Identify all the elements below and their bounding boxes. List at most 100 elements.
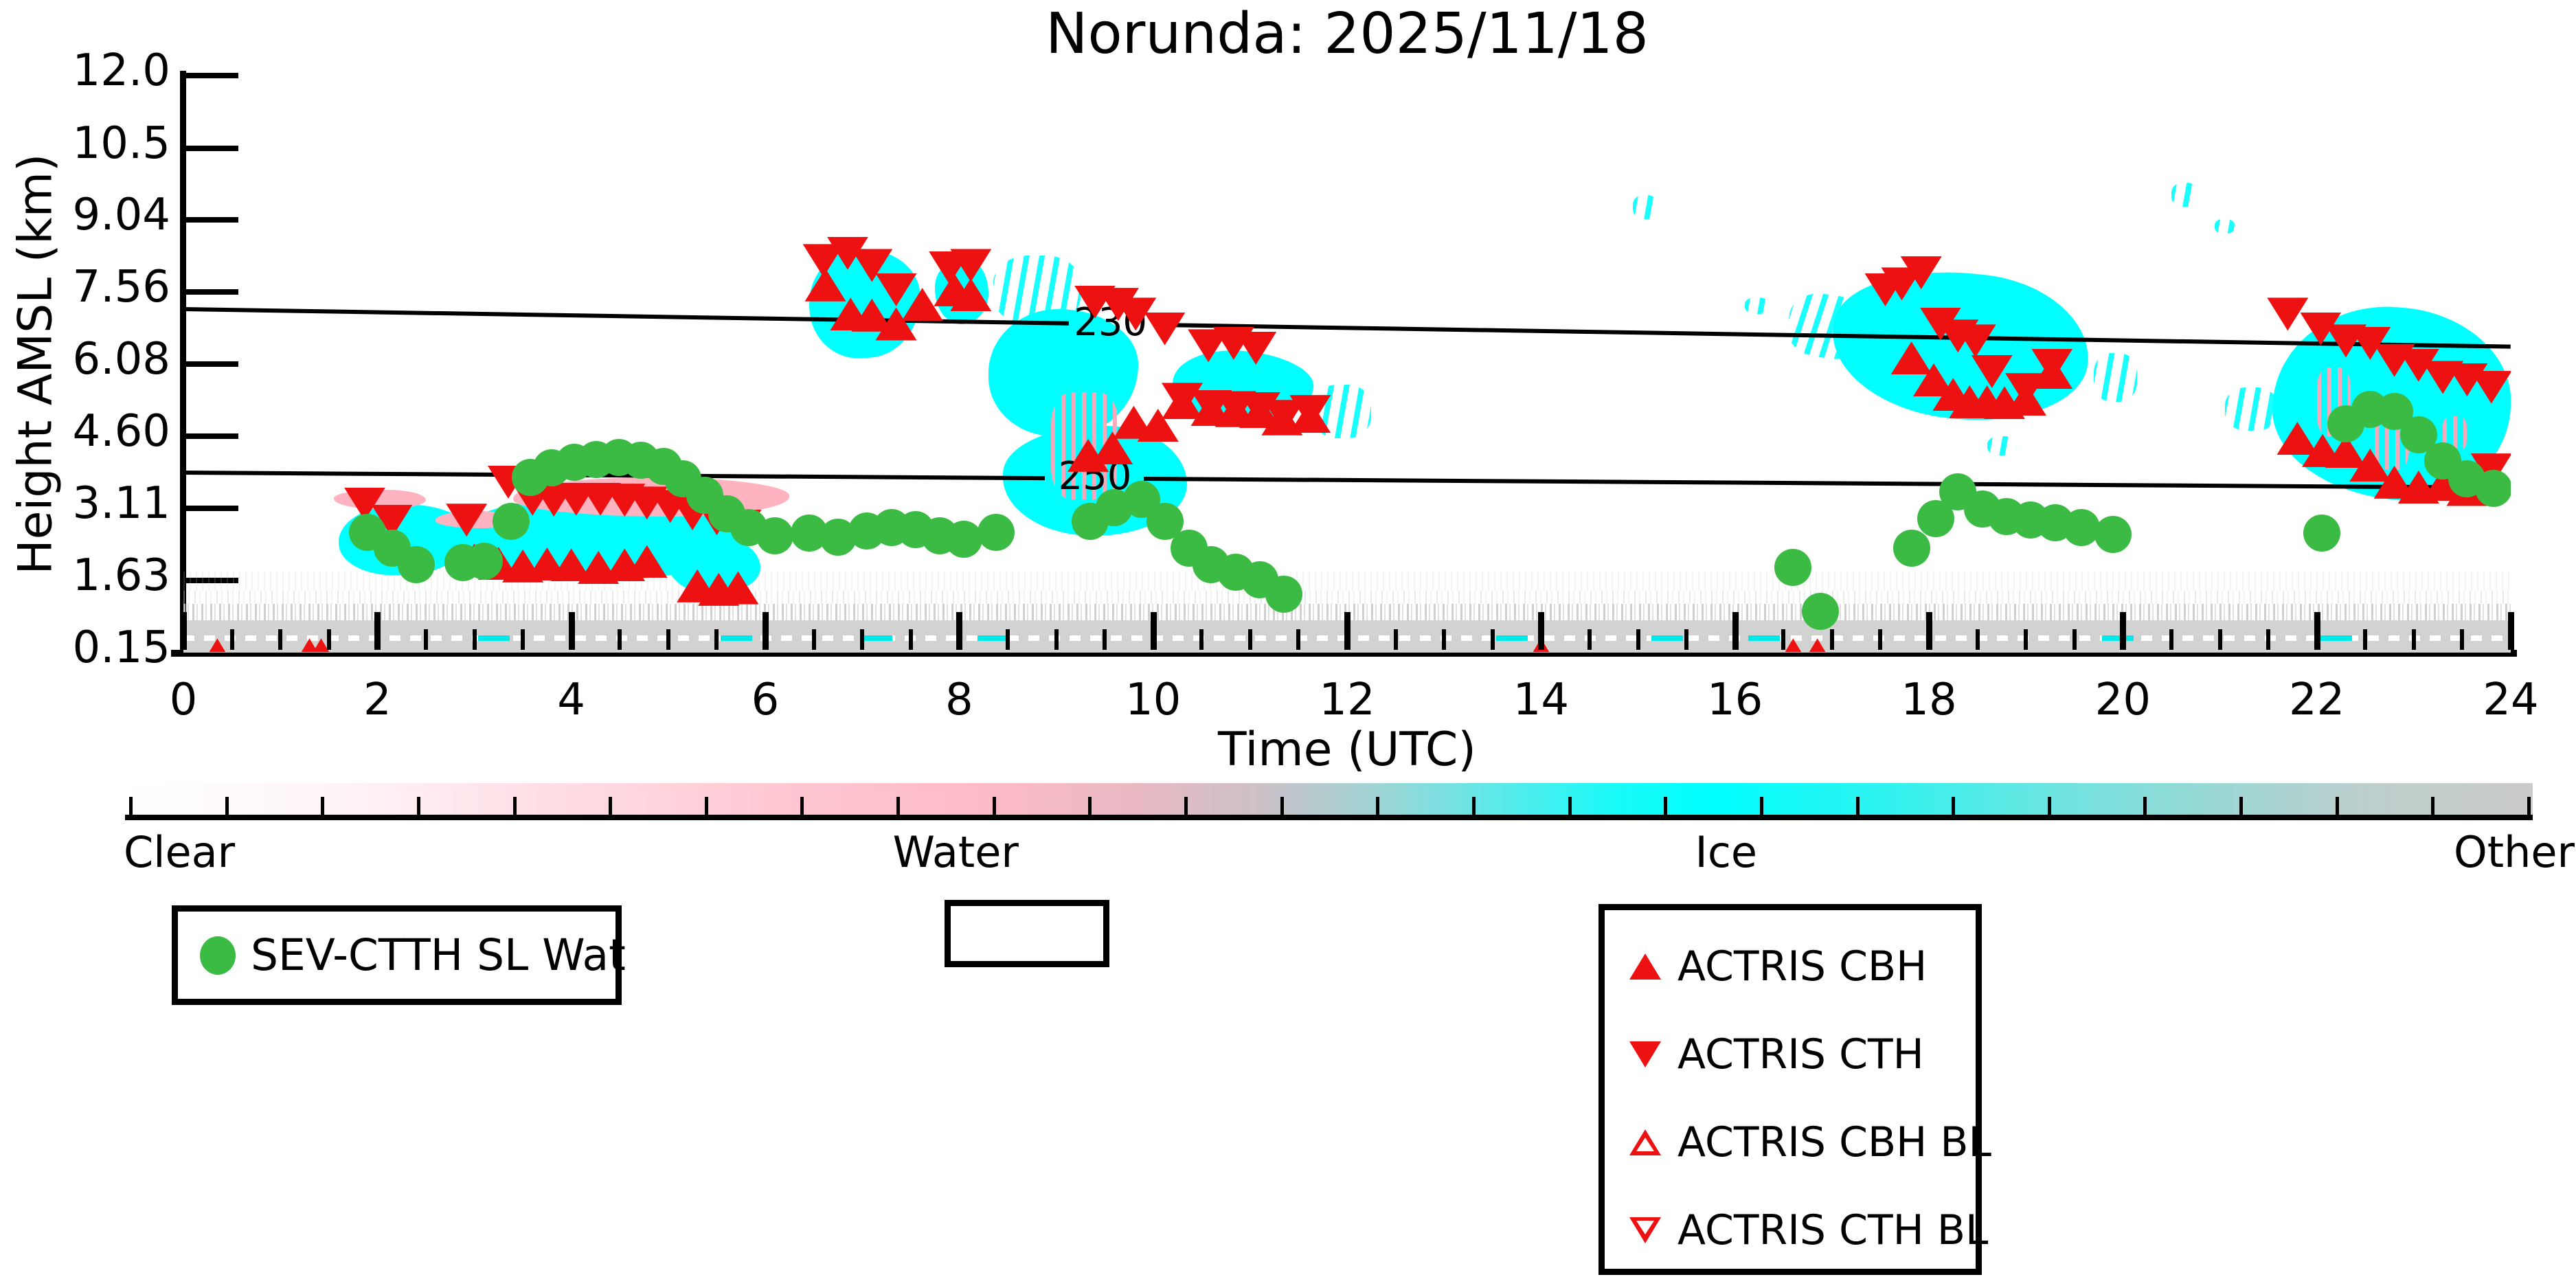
x-tick-label: 0 — [169, 675, 198, 725]
x-minor-tick — [1781, 629, 1786, 650]
sev-ctth-marker — [1265, 575, 1303, 613]
y-tick-label: 3.11 — [72, 478, 171, 530]
colorbar-tick — [2527, 797, 2531, 815]
colorbar-axis-line — [125, 815, 2533, 820]
colorbar-tick — [321, 797, 325, 815]
legend-actris: ACTRIS CBH ACTRIS CTH ACTRIS CBH BL ACTR… — [1598, 904, 1991, 1275]
x-minor-tick — [666, 629, 670, 650]
x-minor-tick — [1442, 629, 1447, 650]
cloud-patch-ice-sparse — [2215, 219, 2235, 234]
cloud-patch-ice-sparse — [2171, 182, 2199, 207]
x-major-tick — [1538, 612, 1545, 650]
y-tick — [183, 506, 238, 512]
x-tick-label: 12 — [1319, 675, 1375, 725]
colorbar-tick — [416, 797, 420, 815]
surface-speckle-light — [183, 590, 2511, 605]
x-major-tick — [374, 612, 381, 650]
colorbar-tick — [129, 797, 133, 815]
colorbar-tick — [2143, 797, 2147, 815]
y-tick-label: 1.63 — [72, 550, 171, 602]
x-minor-tick — [1636, 629, 1640, 650]
y-axis-line — [180, 71, 186, 657]
x-minor-tick — [1005, 629, 1010, 650]
sev-ctth-marker — [2094, 515, 2132, 553]
triangle-down-filled-icon — [1629, 1041, 1661, 1067]
x-minor-tick — [472, 629, 477, 650]
x-minor-tick — [2169, 629, 2173, 650]
x-minor-tick — [1878, 629, 1883, 650]
surface-cyan-dash — [477, 635, 510, 641]
y-tick — [183, 216, 238, 223]
x-minor-tick — [521, 629, 526, 650]
legend-empty-box — [945, 900, 1109, 967]
x-major-tick — [2314, 612, 2320, 650]
triangle-up-filled-icon — [1629, 953, 1661, 980]
colorbar-tick — [1759, 797, 1763, 815]
x-minor-tick — [1684, 629, 1689, 650]
cloud-patch-ice-sparse — [2224, 387, 2279, 431]
chart-title: Norunda: 2025/11/18 — [1046, 1, 1649, 67]
legend-item-actris-cbh: ACTRIS CBH — [1629, 923, 1976, 1010]
x-tick-label: 18 — [1901, 675, 1957, 725]
x-tick-label: 2 — [363, 675, 392, 725]
cloud-patch-ice-sparse — [1987, 436, 2017, 455]
legend-item-actris-cth-bl: ACTRIS CTH BL — [1629, 1186, 1988, 1274]
y-tick-label: 6.08 — [72, 333, 171, 385]
colorbar-tick — [609, 797, 613, 815]
colorbar-label-clear: Clear — [124, 827, 236, 877]
colorbar-tick — [1952, 797, 1956, 815]
x-minor-tick — [1975, 629, 1980, 650]
x-minor-tick — [1296, 629, 1301, 650]
x-minor-tick — [2217, 629, 2222, 650]
actris-cth-marker — [1144, 312, 1186, 346]
triangle-down-open-icon — [1629, 1217, 1661, 1243]
colorbar-tick — [2431, 797, 2435, 815]
colorbar-tick — [512, 797, 517, 815]
surface-cyan-dash — [2320, 635, 2352, 641]
x-minor-tick — [2363, 629, 2368, 650]
colorbar-tick — [2239, 797, 2244, 815]
surface-cyan-dash — [1651, 635, 1683, 641]
x-tick-label: 8 — [945, 675, 973, 725]
x-tick-label: 10 — [1125, 675, 1182, 725]
x-minor-tick — [908, 629, 913, 650]
sev-ctth-marker — [1801, 592, 1839, 630]
sev-ctth-marker — [2474, 470, 2511, 508]
x-major-tick — [1150, 612, 1157, 650]
sev-ctth-marker — [397, 546, 435, 584]
colorbar-tick — [2047, 797, 2051, 815]
colorbar-tick — [2335, 797, 2339, 815]
y-tick-label: 7.56 — [72, 261, 171, 313]
x-minor-tick — [2460, 629, 2465, 650]
colorbar-tick — [1664, 797, 1668, 815]
colorbar-tick — [1376, 797, 1380, 815]
x-minor-tick — [811, 629, 816, 650]
colorbar-label-other: Other — [2453, 827, 2575, 877]
x-minor-tick — [326, 629, 331, 650]
x-minor-tick — [278, 629, 283, 650]
y-tick — [183, 289, 238, 295]
surface-cyan-dash — [1748, 635, 1781, 641]
legend-item-actris-cth: ACTRIS CTH — [1629, 1010, 1976, 1098]
x-minor-tick — [2411, 629, 2416, 650]
surface-cyan-dash — [2102, 635, 2134, 641]
x-minor-tick — [860, 629, 865, 650]
colorbar-gradient — [125, 783, 2533, 815]
x-major-tick — [956, 612, 963, 650]
x-tick-label: 4 — [557, 675, 586, 725]
x-tick-label: 14 — [1513, 675, 1570, 725]
y-tick — [183, 578, 238, 584]
x-major-tick — [568, 612, 575, 650]
x-major-tick — [1732, 612, 1739, 650]
cloud-patch-ice-sparse — [1633, 194, 1658, 220]
colorbar-tick — [1855, 797, 1860, 815]
y-tick-label: 0.15 — [72, 622, 171, 673]
legend-item-actris-cbh-bl: ACTRIS CBH BL — [1629, 1098, 1991, 1186]
triangle-up-open-icon — [1629, 1129, 1661, 1155]
legend-sev-ctth: SEV-CTTH SL Wat — [172, 905, 626, 1005]
y-tick-label: 9.04 — [72, 189, 171, 240]
sev-ctth-marker — [1774, 548, 1812, 586]
x-major-tick — [2508, 612, 2514, 650]
x-minor-tick — [2024, 629, 2029, 650]
surface-cyan-dash — [977, 635, 1009, 641]
